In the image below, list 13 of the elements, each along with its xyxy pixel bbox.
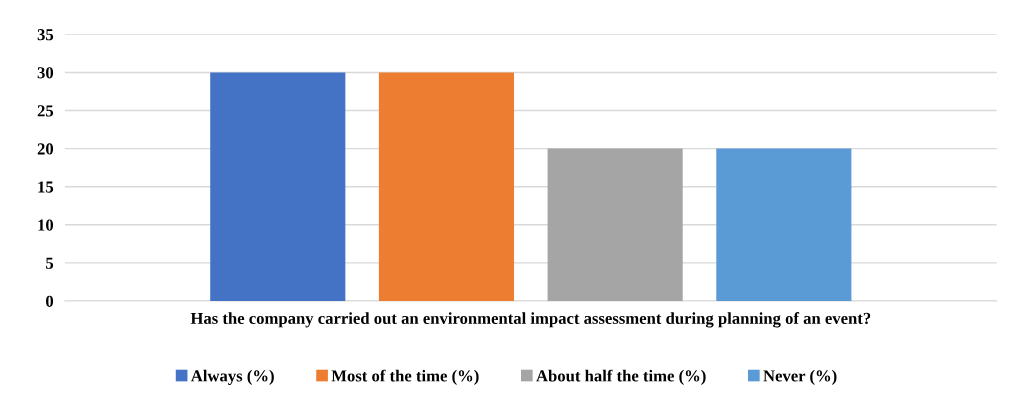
y-tick-label: 35 <box>37 29 54 41</box>
legend-label: About half the time (%) <box>536 369 706 385</box>
y-tick-label: 30 <box>37 67 54 79</box>
legend-label: Never (%) <box>763 369 837 385</box>
legend-label: Always (%) <box>190 369 274 385</box>
y-tick-label: 15 <box>38 181 54 193</box>
y-tick-label: 25 <box>37 105 54 117</box>
legend-label: Most of the time (%) <box>331 369 479 385</box>
y-tick-label: 0 <box>46 295 54 307</box>
x-tick-label: Has the company carried out an environmental impact assessment during planning of an event? <box>190 312 871 328</box>
y-tick-label: 10 <box>38 219 54 231</box>
y-tick-label: 5 <box>46 257 54 269</box>
y-tick-label: 20 <box>37 143 54 155</box>
